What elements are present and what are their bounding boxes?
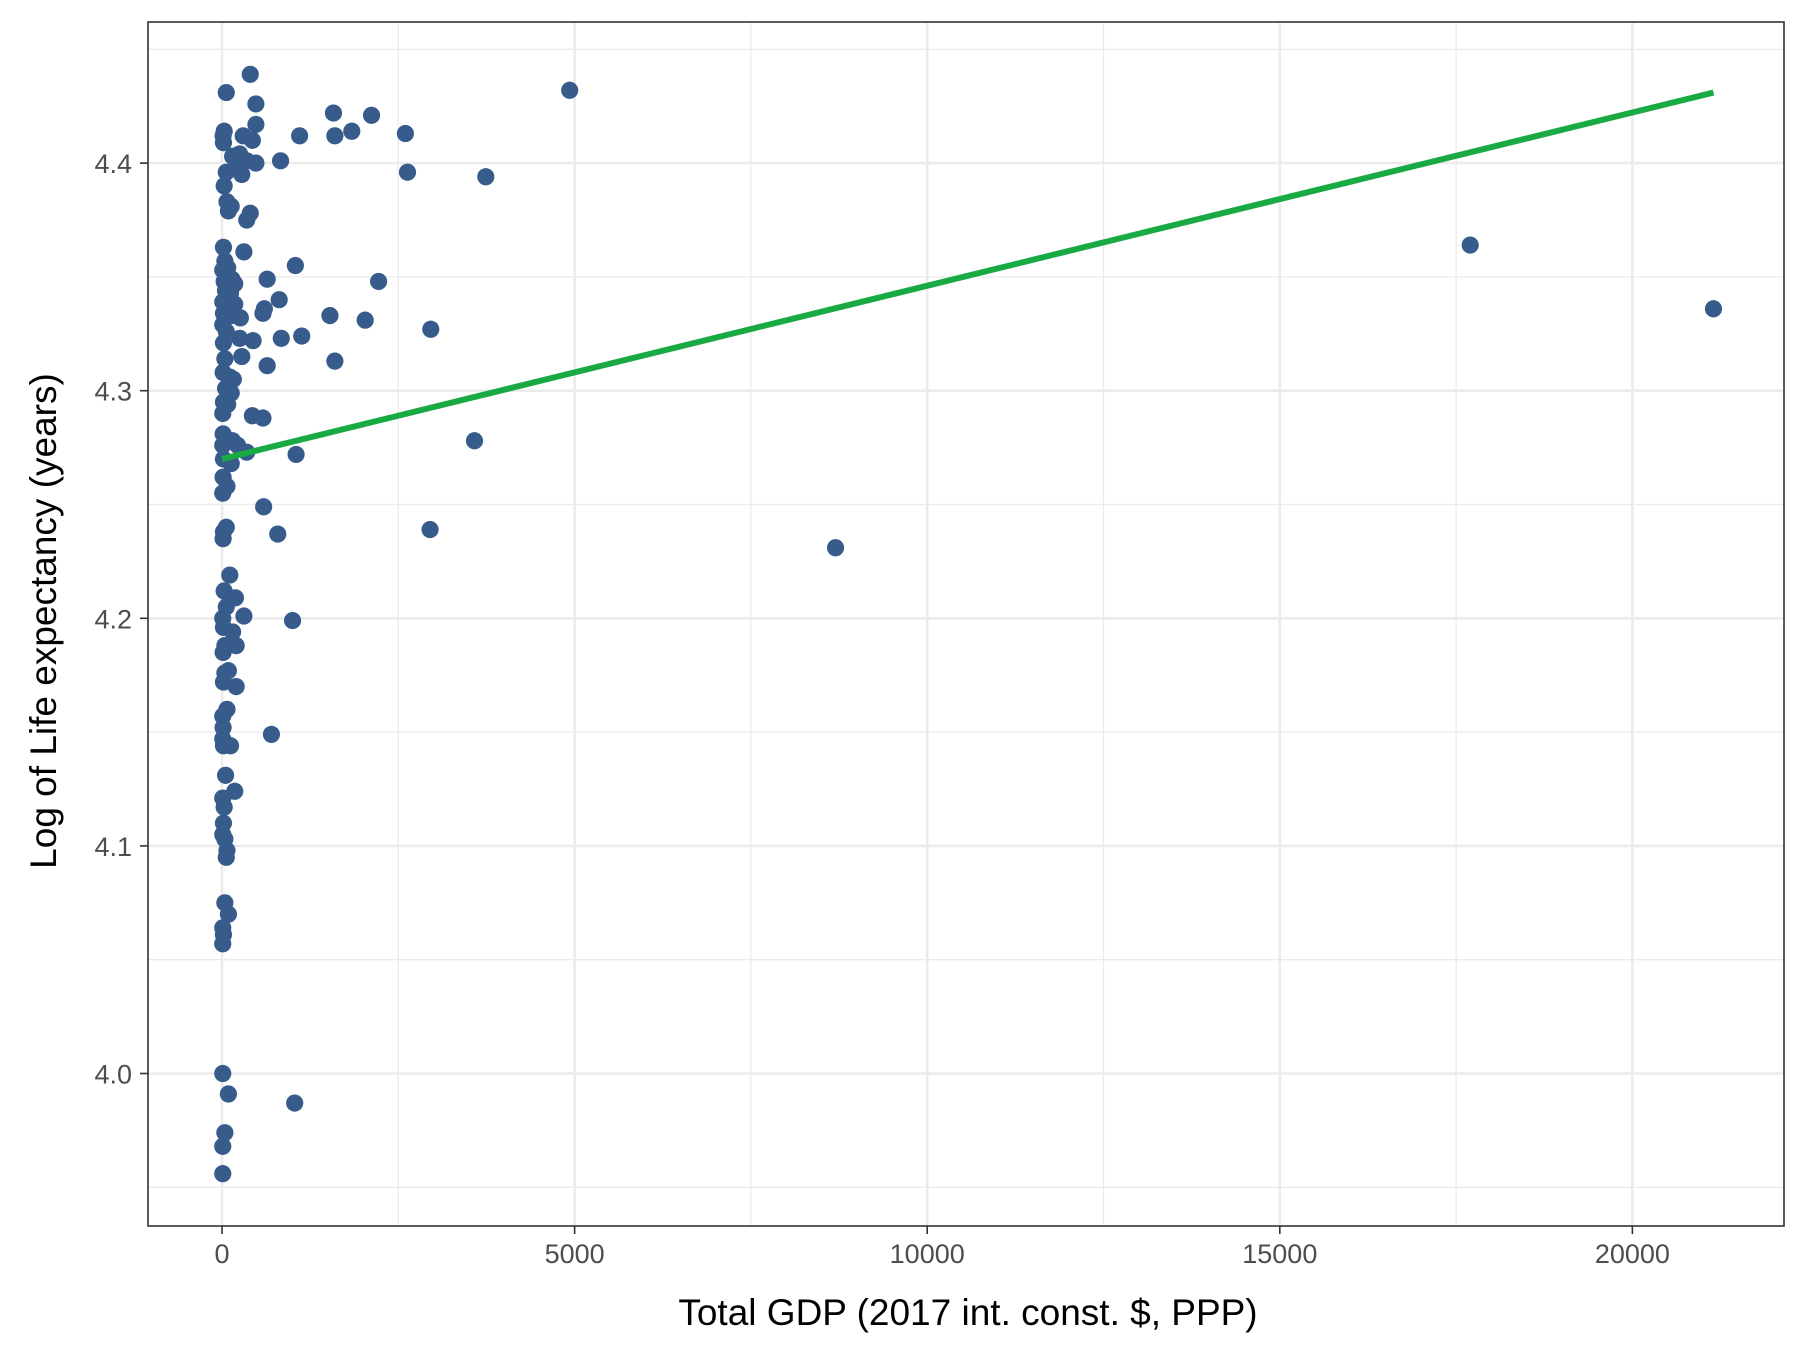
data-point bbox=[255, 498, 273, 516]
data-point bbox=[233, 347, 251, 366]
data-point bbox=[343, 122, 361, 140]
data-point bbox=[286, 256, 304, 275]
data-point bbox=[356, 311, 374, 329]
data-point bbox=[214, 935, 232, 953]
data-point bbox=[214, 134, 233, 152]
data-point bbox=[283, 611, 302, 630]
data-point bbox=[561, 81, 579, 99]
data-point bbox=[270, 291, 288, 309]
data-point bbox=[214, 643, 232, 662]
data-point bbox=[216, 1124, 234, 1142]
data-point bbox=[247, 154, 265, 172]
data-point bbox=[227, 637, 245, 655]
data-point bbox=[269, 525, 287, 543]
x-tick-label: 5000 bbox=[545, 1239, 605, 1269]
data-point bbox=[247, 115, 265, 134]
x-tick-label: 15000 bbox=[1242, 1239, 1317, 1269]
data-point bbox=[214, 404, 232, 423]
data-point bbox=[396, 124, 414, 143]
data-point bbox=[258, 357, 276, 375]
data-point bbox=[217, 848, 235, 866]
data-point bbox=[214, 530, 232, 548]
data-point bbox=[244, 332, 262, 350]
data-point bbox=[286, 1094, 304, 1112]
x-tick-label: 10000 bbox=[890, 1239, 965, 1269]
y-tick-label: 4.1 bbox=[94, 832, 132, 862]
data-point bbox=[216, 350, 234, 368]
data-point bbox=[1461, 236, 1479, 254]
data-point bbox=[321, 307, 339, 325]
y-axis-ticks: 4.0 4.1 4.2 4.3 4.4 bbox=[94, 149, 148, 1090]
data-point bbox=[241, 65, 259, 83]
data-point bbox=[326, 352, 344, 370]
data-point bbox=[254, 304, 272, 322]
data-points bbox=[214, 65, 1723, 1183]
y-axis-title: Log of Life expectancy (years) bbox=[23, 373, 64, 869]
data-point bbox=[214, 334, 233, 352]
data-point bbox=[219, 202, 237, 220]
data-point bbox=[227, 677, 245, 696]
data-point bbox=[215, 177, 233, 195]
y-tick-label: 4.0 bbox=[94, 1060, 132, 1090]
data-point bbox=[421, 520, 439, 539]
data-point bbox=[247, 95, 265, 113]
data-point bbox=[231, 309, 249, 327]
trend-line bbox=[221, 89, 1715, 462]
y-tick-label: 4.3 bbox=[94, 377, 132, 407]
x-axis-title: Total GDP (2017 int. const. $, PPP) bbox=[678, 1292, 1257, 1333]
y-tick-label: 4.4 bbox=[94, 149, 132, 179]
data-point bbox=[215, 798, 233, 816]
data-point bbox=[217, 163, 235, 181]
data-point bbox=[287, 445, 305, 464]
x-tick-label: 20000 bbox=[1595, 1239, 1670, 1269]
data-point bbox=[214, 484, 232, 502]
x-tick-label: 0 bbox=[215, 1239, 230, 1269]
data-point bbox=[293, 327, 311, 345]
data-point bbox=[258, 270, 276, 288]
data-point bbox=[243, 131, 261, 149]
data-point bbox=[233, 165, 251, 184]
data-point bbox=[362, 106, 381, 124]
data-point bbox=[422, 320, 440, 338]
data-point bbox=[465, 432, 484, 450]
data-point bbox=[291, 127, 309, 145]
x-axis-ticks: 0 5000 10000 15000 20000 bbox=[215, 1226, 1670, 1269]
data-point bbox=[217, 83, 235, 102]
data-point bbox=[231, 329, 249, 347]
data-point bbox=[214, 436, 232, 454]
data-point bbox=[398, 163, 417, 181]
data-point bbox=[477, 168, 495, 186]
data-point bbox=[324, 104, 343, 122]
data-point bbox=[216, 766, 235, 784]
data-point bbox=[214, 1137, 232, 1155]
data-point bbox=[271, 152, 290, 170]
data-point bbox=[214, 238, 233, 256]
data-point bbox=[235, 607, 253, 625]
data-point bbox=[254, 409, 272, 427]
panel-border bbox=[147, 21, 1785, 1227]
data-point bbox=[1704, 300, 1723, 318]
data-point bbox=[214, 1064, 232, 1083]
y-tick-label: 4.2 bbox=[94, 604, 132, 634]
data-point bbox=[214, 1165, 232, 1183]
data-point bbox=[326, 127, 344, 145]
data-point bbox=[221, 737, 240, 755]
data-point bbox=[219, 1085, 237, 1103]
data-point bbox=[369, 272, 388, 291]
data-point bbox=[219, 905, 237, 923]
data-point bbox=[262, 725, 281, 743]
major-gridlines bbox=[148, 22, 1784, 1226]
data-point bbox=[221, 566, 239, 584]
data-point bbox=[224, 623, 242, 641]
data-point bbox=[826, 539, 845, 557]
data-point bbox=[235, 243, 253, 261]
data-point bbox=[272, 329, 290, 347]
data-point bbox=[238, 211, 256, 229]
